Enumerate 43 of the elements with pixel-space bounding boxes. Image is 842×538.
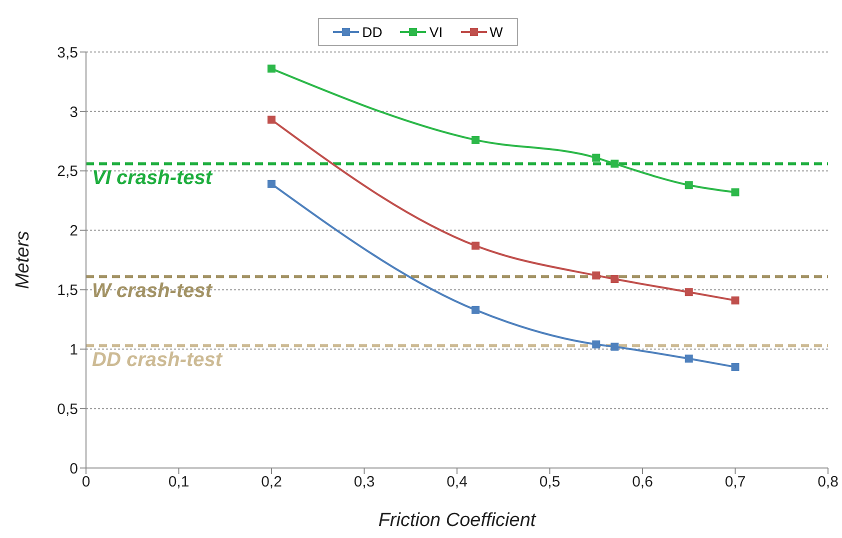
legend-label: VI bbox=[428, 24, 443, 40]
point bbox=[610, 160, 619, 168]
point bbox=[592, 271, 600, 280]
y-tick-label: 1,5 bbox=[57, 282, 78, 300]
point bbox=[268, 64, 276, 73]
y-tick-label: 3 bbox=[70, 104, 78, 121]
x-tick-label: 0,4 bbox=[446, 474, 468, 491]
point bbox=[610, 275, 619, 284]
point bbox=[268, 180, 276, 188]
point bbox=[592, 154, 600, 162]
x-tick-label: 0,1 bbox=[168, 474, 190, 491]
y-tick-label: 2 bbox=[70, 222, 78, 240]
ref-line-label: VI crash-test bbox=[92, 166, 214, 189]
point bbox=[268, 116, 276, 124]
x-tick-label: 0 bbox=[82, 474, 90, 491]
legend-label: DD bbox=[361, 24, 382, 40]
point bbox=[610, 342, 619, 351]
x-tick-label: 0,3 bbox=[354, 474, 375, 491]
y-tick-label: 0,5 bbox=[57, 400, 78, 418]
y-tick-label: 1 bbox=[70, 341, 78, 358]
ref-line-label: W crash-test bbox=[92, 280, 214, 302]
point bbox=[684, 354, 693, 363]
y-tick-label: 3,5 bbox=[57, 44, 78, 62]
point bbox=[731, 362, 740, 371]
point bbox=[684, 181, 693, 190]
point bbox=[731, 188, 740, 196]
y-tick-label: 0 bbox=[70, 460, 78, 478]
point bbox=[472, 136, 480, 144]
x-tick-label: 0,5 bbox=[539, 474, 560, 491]
y-axis-title: Meters bbox=[12, 230, 34, 290]
x-tick-label: 0,7 bbox=[724, 474, 746, 491]
legend-label: W bbox=[488, 24, 503, 40]
x-tick-label: 0,6 bbox=[632, 474, 653, 491]
x-axis-title: Friction Coefficient bbox=[378, 510, 536, 531]
point bbox=[592, 340, 600, 348]
point bbox=[731, 296, 740, 304]
ref-line-label: DD crash-test bbox=[92, 348, 224, 371]
point bbox=[472, 306, 480, 314]
point bbox=[472, 242, 480, 250]
y-tick-label: 2,5 bbox=[57, 163, 78, 180]
x-tick-label: 0,8 bbox=[818, 474, 838, 491]
x-tick-label: 0,2 bbox=[261, 474, 282, 491]
point bbox=[684, 288, 693, 296]
